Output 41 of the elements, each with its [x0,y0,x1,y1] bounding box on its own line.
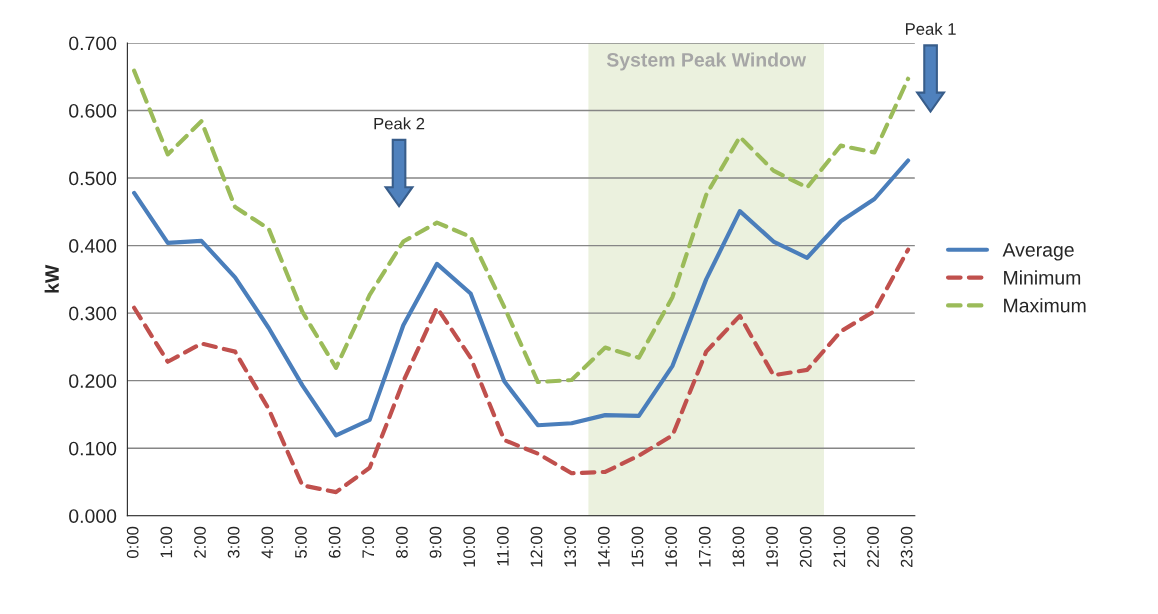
legend-label: Average [1002,243,1074,261]
x-tick-label: 0:00 [126,526,139,558]
x-tick-label: 15:00 [631,526,644,567]
x-tick-label: 14:00 [597,526,610,567]
y-axis-title: kW [44,264,59,293]
legend-label: Minimum [1004,270,1081,285]
x-tick-label: 1:00 [160,526,173,558]
band-label: System Peak Window [606,52,807,71]
x-tick-label: 16:00 [665,526,677,567]
x-tick-label: 22:00 [867,526,879,568]
line-series [132,158,911,438]
x-tick-label: 20:00 [799,526,812,568]
x-tick-label: 5:00 [295,526,307,558]
y-tick-label: 0.300 [69,306,117,321]
x-tick-label: 17:00 [698,526,711,567]
x-tick-label: 2:00 [194,526,206,558]
y-tick-label: 0.400 [69,239,117,253]
x-tick-label: 23:00 [900,526,913,568]
x-tick-label: 12:00 [530,526,543,567]
y-tick-label: 0.700 [69,36,117,51]
x-tick-label: 10:00 [463,526,476,567]
legend-label: Maximum [1004,298,1086,313]
x-tick-label: 11:00 [496,526,509,566]
x-tick-label: 18:00 [732,526,745,567]
y-tick-label: 0.200 [69,374,117,388]
text: Peak 1 [905,22,956,35]
x-tick-label: 21:00 [833,526,846,568]
annotation: Peak 2 [374,117,425,130]
y-tick-label: 0.100 [69,441,117,456]
y-tick-label: 0.600 [69,103,117,118]
y-tick-label: 0.000 [69,509,117,523]
x-tick-label: 9:00 [429,526,442,558]
x-tick-label: 3:00 [227,526,240,558]
x-tick-label: 4:00 [261,526,274,559]
x-tick-label: 7:00 [362,526,375,558]
x-tick-label: 6:00 [328,526,341,558]
y-tick-label: 0.500 [69,171,117,186]
x-tick-label: 8:00 [395,526,408,558]
x-tick-label: 19:00 [766,526,778,567]
x-tick-label: 13:00 [564,526,577,567]
line-series [132,247,911,495]
